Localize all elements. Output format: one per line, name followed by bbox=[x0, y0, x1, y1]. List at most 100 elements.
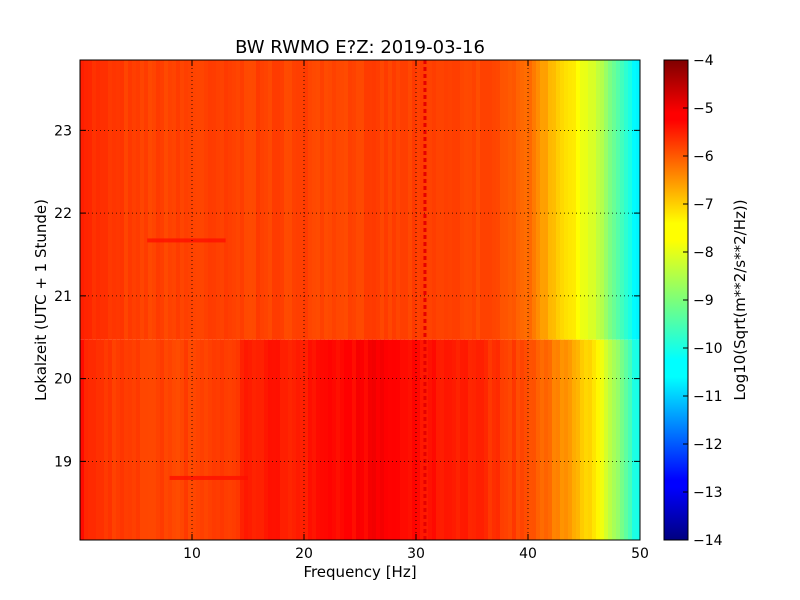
heatmap-cell-after bbox=[108, 339, 113, 540]
heatmap-cell-after bbox=[432, 339, 437, 540]
heatmap-cell-before bbox=[404, 60, 409, 340]
heatmap-cell-before bbox=[456, 60, 461, 340]
heatmap-cell-after bbox=[508, 339, 513, 540]
heatmap-cell-after bbox=[304, 339, 309, 540]
heatmap-cell-before bbox=[368, 60, 373, 340]
heatmap-cell-before bbox=[616, 60, 621, 340]
grid-lines bbox=[80, 60, 640, 540]
heatmap-cell-after bbox=[132, 339, 137, 540]
heatmap-cell-before bbox=[232, 60, 237, 340]
x-axis: 10 20 30 40 50 bbox=[183, 60, 649, 562]
heatmap-cell-before bbox=[132, 60, 137, 340]
heatmap-cell-before bbox=[440, 60, 445, 340]
heatmap-cell-after bbox=[636, 339, 640, 540]
heatmap-cell-before bbox=[152, 60, 157, 340]
heatmap-cell-before bbox=[328, 60, 333, 340]
heatmap-cell-before bbox=[188, 60, 193, 340]
heatmap-cell-after bbox=[260, 339, 265, 540]
heatmap-cell-before bbox=[476, 60, 481, 340]
heatmap-cell-before bbox=[220, 60, 225, 340]
heatmap-cell-after bbox=[80, 339, 85, 540]
heatmap-cell-before bbox=[160, 60, 165, 340]
heatmap-cell-before bbox=[316, 60, 321, 340]
colorbar-label: Log10(Sqrt(m**2/s**2/Hz)) bbox=[731, 199, 749, 400]
heatmap-cell-after bbox=[384, 339, 389, 540]
heatmap-cell-after bbox=[492, 339, 497, 540]
heatmap-cell-before bbox=[504, 60, 509, 340]
heatmap-cell-before bbox=[140, 60, 145, 340]
heatmap-cell-after bbox=[224, 339, 229, 540]
heatmap-cell-after bbox=[520, 339, 525, 540]
heatmap-cell-after bbox=[276, 339, 281, 540]
heatmap-cell-after bbox=[112, 339, 117, 540]
heatmap-cell-after bbox=[312, 339, 317, 540]
heatmap-cell-after bbox=[624, 339, 629, 540]
x-tick-label: 50 bbox=[631, 546, 649, 562]
heatmap-cell-before bbox=[600, 60, 605, 340]
heatmap-cell-before bbox=[552, 60, 557, 340]
heatmap-cell-after bbox=[340, 339, 345, 540]
heatmap-cell-after bbox=[608, 339, 613, 540]
heatmap-cell-after bbox=[396, 339, 401, 540]
heatmap-cell-after bbox=[192, 339, 197, 540]
heatmap-cell-before bbox=[112, 60, 117, 340]
heatmap-cell-after bbox=[180, 339, 185, 540]
heatmap-cell-before bbox=[228, 60, 233, 340]
heatmap-cell-before bbox=[252, 60, 257, 340]
heatmap-cell-before bbox=[236, 60, 241, 340]
heatmap-cell-after bbox=[236, 339, 241, 540]
heatmap-cell-before bbox=[604, 60, 609, 340]
heatmap-cell-before bbox=[120, 60, 125, 340]
heatmap-cell-before bbox=[180, 60, 185, 340]
heatmap-cell-before bbox=[548, 60, 553, 340]
heatmap-cell-before bbox=[524, 60, 529, 340]
heatmap-cell-before bbox=[568, 60, 573, 340]
heatmap-cell-after bbox=[512, 339, 517, 540]
heatmap-cell-after bbox=[284, 339, 289, 540]
heatmap-cell-before bbox=[592, 60, 597, 340]
heatmap-cell-after bbox=[100, 339, 105, 540]
heatmap-cell-after bbox=[184, 339, 189, 540]
heatmap-cell-before bbox=[344, 60, 349, 340]
heatmap-cell-before bbox=[172, 60, 177, 340]
heatmap-cell-after bbox=[496, 339, 501, 540]
heatmap-cell-before bbox=[556, 60, 561, 340]
heatmap-cell-before bbox=[292, 60, 297, 340]
heatmap-cell-after bbox=[572, 339, 577, 540]
plot-frame bbox=[79, 59, 641, 541]
heatmap-cell-after bbox=[412, 339, 417, 540]
heatmap-cell-after bbox=[564, 339, 569, 540]
heatmap-cell-before bbox=[628, 60, 633, 340]
heatmap-cell-after bbox=[356, 339, 361, 540]
heatmap-cell-after bbox=[128, 339, 133, 540]
heatmap-cell-before bbox=[324, 60, 329, 340]
heatmap-cell-before bbox=[192, 60, 197, 340]
heatmap-cell-after bbox=[380, 339, 385, 540]
heatmap-cell-after bbox=[528, 339, 533, 540]
heatmap-cell-after bbox=[416, 339, 421, 540]
heatmap-cell-before bbox=[88, 60, 93, 340]
heatmap-cell-before bbox=[148, 60, 153, 340]
heatmap-layer bbox=[80, 60, 640, 540]
heatmap-cell-after bbox=[596, 339, 601, 540]
heatmap-cell-before bbox=[444, 60, 449, 340]
heatmap-cell-after bbox=[328, 339, 333, 540]
heatmap-cell-before bbox=[544, 60, 549, 340]
heatmap-cell-before bbox=[116, 60, 121, 340]
heatmap-cell-after bbox=[272, 339, 277, 540]
heatmap-cell-after bbox=[188, 339, 193, 540]
heatmap-cell-before bbox=[596, 60, 601, 340]
heatmap-cell-before bbox=[304, 60, 309, 340]
heatmap-cell-before bbox=[584, 60, 589, 340]
heatmap-cell-after bbox=[360, 339, 365, 540]
colorbar-axis: −4 −5 −6 −7 −8 −9 −10 −11 −12 −13 −14 bbox=[683, 53, 723, 549]
heatmap-cell-after bbox=[348, 339, 353, 540]
heatmap-cell-after bbox=[220, 339, 225, 540]
heatmap-cell-after bbox=[408, 339, 413, 540]
heatmap-cell-before bbox=[92, 60, 97, 340]
heatmap-cell-before bbox=[348, 60, 353, 340]
heatmap-cell-before bbox=[380, 60, 385, 340]
heatmap-cell-after bbox=[228, 339, 233, 540]
heatmap-cell-before bbox=[576, 60, 581, 340]
colorbar-tick-label: −7 bbox=[693, 197, 714, 213]
